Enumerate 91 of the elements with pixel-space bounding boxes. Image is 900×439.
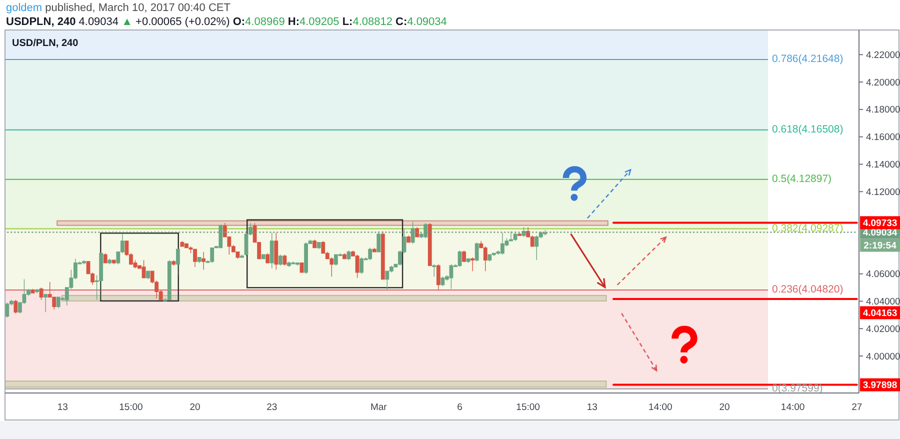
y-tick-label: 4.06000 — [866, 269, 900, 280]
candlestick — [56, 296, 60, 308]
x-tick-label: 14:00 — [780, 402, 805, 413]
candlestick — [406, 235, 410, 243]
data-label: 4.04163 — [862, 308, 898, 320]
candlestick — [462, 250, 466, 262]
candlestick — [197, 257, 202, 264]
candlestick — [470, 257, 475, 272]
candlestick — [346, 250, 351, 260]
candlestick — [35, 288, 39, 294]
candlestick — [39, 287, 44, 300]
x-tick-label: 23 — [266, 402, 278, 413]
candlestick — [415, 226, 420, 238]
candlestick — [458, 250, 462, 268]
candlestick — [108, 258, 112, 265]
candlestick — [466, 258, 470, 264]
y-tick-label: 4.14000 — [866, 160, 900, 171]
x-tick-label: 15:00 — [516, 402, 540, 413]
candlestick — [176, 248, 180, 276]
candlestick — [146, 270, 150, 280]
candlestick — [274, 232, 278, 270]
data-label: 4.09034 — [862, 228, 898, 239]
candlestick — [436, 264, 440, 291]
candlestick — [342, 252, 346, 260]
x-tick-label: 15:00 — [119, 402, 143, 413]
candlestick — [99, 252, 104, 300]
candlestick — [193, 248, 197, 268]
y-tick-label: 4.12000 — [866, 186, 900, 198]
candlestick — [380, 231, 385, 280]
candlestick — [432, 264, 436, 277]
candlestick — [368, 247, 372, 260]
candlestick — [296, 262, 300, 266]
candlestick — [449, 264, 454, 290]
candlestick — [167, 260, 172, 300]
candlestick — [334, 254, 338, 266]
candlestick — [372, 247, 376, 252]
candlestick — [142, 260, 146, 278]
candlestick — [287, 261, 291, 268]
candlestick — [30, 288, 35, 294]
ref-line-label: 0(3.97599) — [772, 382, 823, 394]
x-tick-label: 6 — [457, 402, 462, 413]
candlestick — [355, 254, 360, 278]
text: goldem published, March 10, 2017 00:40 CET — [6, 2, 231, 14]
candlestick — [172, 260, 176, 266]
y-tick-label: 4.00000 — [866, 351, 900, 362]
candlestick — [312, 239, 317, 248]
candlestick — [261, 254, 266, 260]
candlestick — [474, 242, 479, 262]
y-tick-label: 4.02000 — [866, 324, 900, 335]
x-tick-label: Mar — [370, 402, 387, 413]
candlestick — [202, 252, 206, 270]
candlestick — [428, 222, 432, 266]
y-tick-label: 4.04000 — [866, 296, 900, 308]
ref-line-label: 0.382(4.09287) — [772, 222, 844, 234]
candlestick — [488, 254, 492, 262]
candlestick — [266, 252, 270, 264]
candlestick — [82, 260, 86, 265]
ref-line-label: 0.618(4.16508) — [772, 123, 844, 136]
y-tick-label: 4.20000 — [866, 77, 900, 88]
text: USDPLN, 240 4.09034 ▲ +0.00065 (+0.02%) O:4.08969 H:4.09205 L:4.08812 C:4.09034 — [6, 16, 447, 28]
candlestick — [112, 260, 116, 265]
candlestick — [180, 240, 184, 247]
x-tick-label: 20 — [190, 402, 200, 413]
candlestick — [278, 254, 282, 266]
y-tick-label: 4.16000 — [866, 132, 900, 144]
ref-line-label: 0.236(4.04820) — [772, 283, 844, 296]
ref-line-label: 0.5(4.12897) — [772, 172, 832, 185]
candlestick — [14, 300, 18, 314]
candlestick — [44, 294, 48, 313]
candlestick — [534, 235, 539, 260]
ref-line-label: 0.786(4.21648) — [772, 52, 844, 65]
candlestick — [316, 242, 321, 250]
candlestick — [103, 252, 108, 264]
y-tick-label: 4.18000 — [866, 104, 900, 116]
candlestick — [282, 254, 287, 266]
data-label: 3.97898 — [862, 380, 898, 392]
x-tick-label: 27 — [852, 402, 862, 413]
data-label: 4.09733 — [862, 218, 898, 229]
x-tick-label: 20 — [719, 402, 730, 413]
candlestick — [518, 232, 522, 236]
text: USD/PLN, 240 — [12, 38, 79, 49]
x-tick-label: 13 — [586, 402, 598, 413]
candlestick — [300, 262, 304, 273]
annotation: 2:19:54 — [864, 240, 898, 252]
y-tick-label: 4.22000 — [866, 50, 900, 61]
candlestick — [210, 247, 214, 264]
candlestick — [240, 254, 244, 258]
x-tick-label: 13 — [57, 402, 68, 413]
candlestick — [5, 302, 10, 318]
candlestick — [440, 276, 445, 287]
x-tick-label: 14:00 — [648, 402, 672, 413]
